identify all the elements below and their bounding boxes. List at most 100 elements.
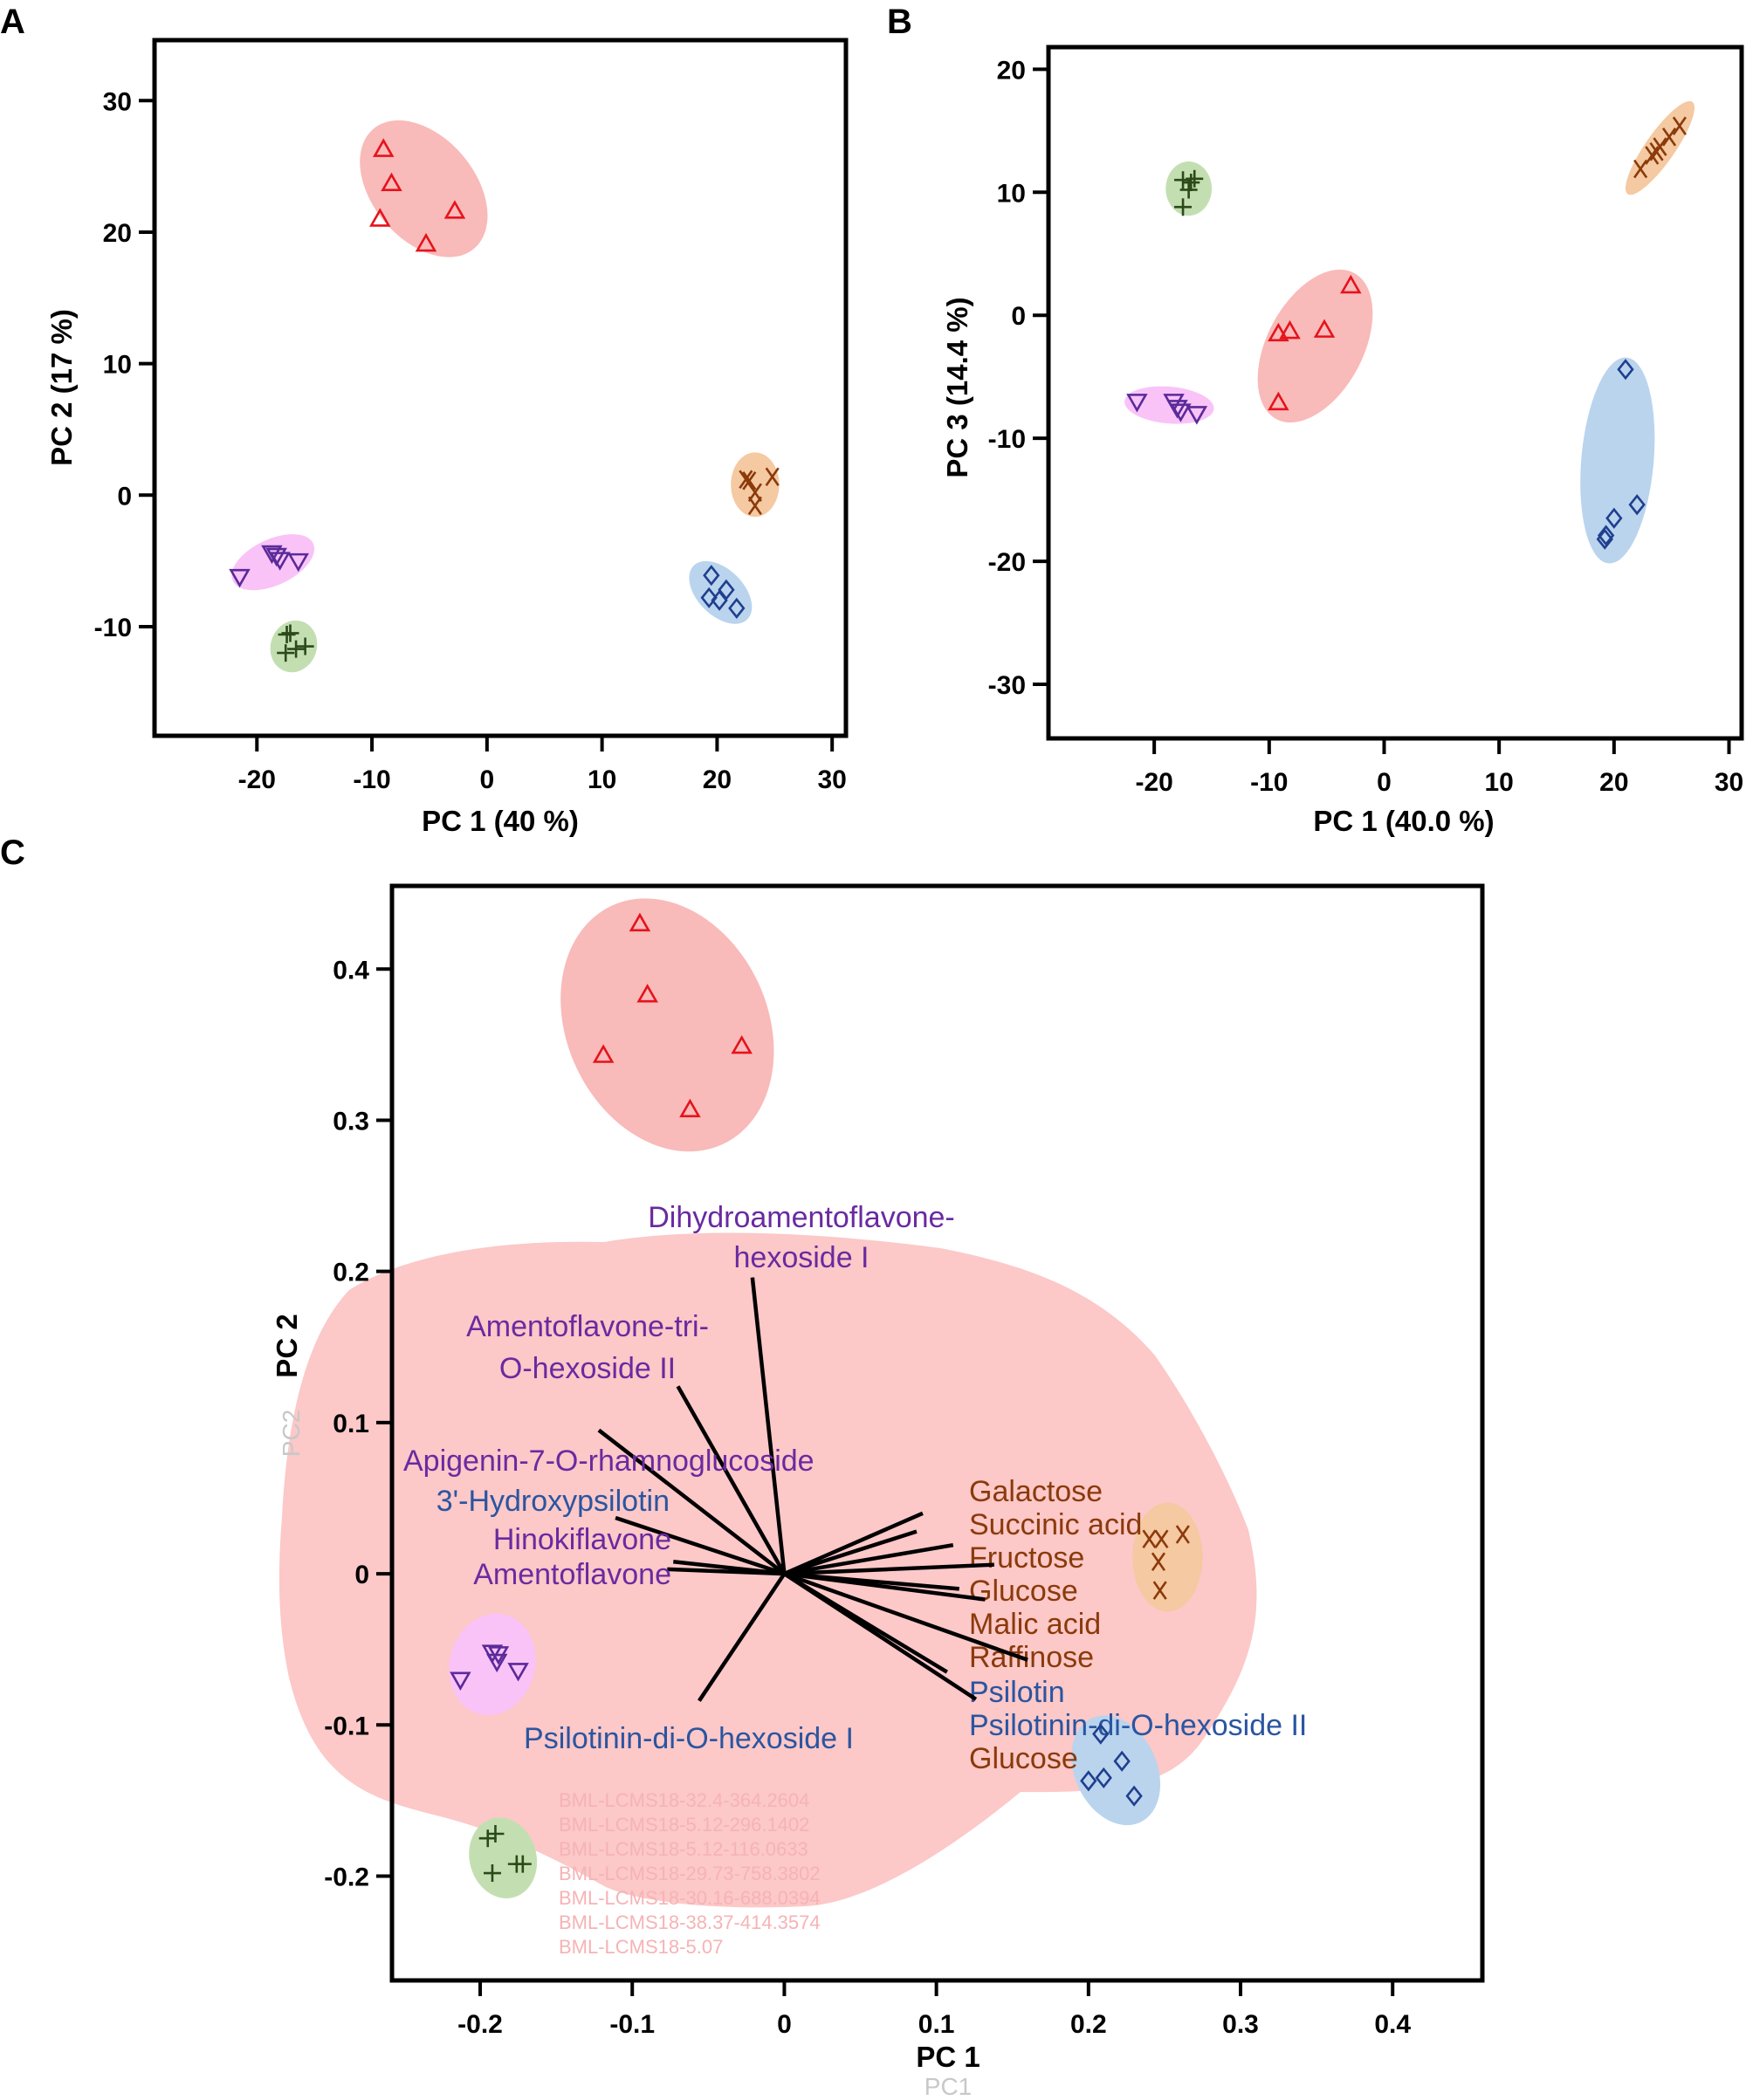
diamond-marker <box>711 589 728 611</box>
triangle-up-marker <box>592 1044 615 1063</box>
x-marker <box>1154 1529 1169 1548</box>
diamond-marker <box>1125 1785 1143 1807</box>
plus-marker <box>277 644 295 662</box>
confidence-ellipse <box>231 534 315 591</box>
plus-marker <box>483 1864 501 1883</box>
x-marker <box>1661 127 1677 147</box>
panel-b-pca-scores: -20 -10 0 10 20 30 -30 -20 -10 0 10 20 PC 1 (40.0 %)… <box>887 3 1744 837</box>
y-tick-label: 0.2 <box>333 1259 369 1287</box>
x-tick-label: 0 <box>1377 768 1392 797</box>
x-tick-label: 0.1 <box>918 2010 955 2039</box>
x-tick-label: 0.3 <box>1222 2010 1259 2039</box>
triangle-down-marker <box>287 552 309 573</box>
diamond-marker <box>1597 525 1615 546</box>
confidence-ellipse <box>1132 1502 1203 1612</box>
plot-frame <box>1046 45 1744 741</box>
y-tick-label: 30 <box>103 87 132 116</box>
confidence-ellipse <box>1257 269 1373 423</box>
loading-label: Psilotin <box>969 1676 1065 1709</box>
x-marker <box>1151 1552 1166 1571</box>
triangle-down-marker <box>450 1671 471 1691</box>
diamond-marker <box>1605 507 1623 529</box>
confidence-ellipse <box>1071 1715 1161 1826</box>
y-tick-label: -20 <box>988 548 1026 577</box>
y-tick-label: 0.3 <box>333 1107 369 1136</box>
x-tick-label: -10 <box>353 765 390 794</box>
triangle-up-marker <box>629 912 651 932</box>
loading-label: Hinokiflavone <box>493 1523 671 1556</box>
x-marker <box>1152 1581 1167 1600</box>
y-tick-label: -30 <box>988 671 1026 700</box>
triangle-up-marker <box>1313 319 1336 338</box>
loading-vector <box>597 1428 786 1575</box>
loading-vector <box>750 1277 787 1575</box>
loading-label: Succinic acid <box>969 1508 1142 1541</box>
loading-label: Malic acid <box>969 1608 1101 1641</box>
plus-marker <box>287 640 306 658</box>
loading-vector <box>783 1529 918 1576</box>
loading-vector <box>784 1562 994 1576</box>
triangle-down-marker <box>485 1653 508 1673</box>
confidence-ellipse <box>1124 386 1214 424</box>
triangle-down-marker <box>481 1644 504 1664</box>
y-axis-label: PC 2 <box>271 1314 303 1377</box>
triangle-up-marker <box>679 1098 701 1118</box>
loading-label: Dihydroamentoflavone- <box>648 1201 955 1234</box>
plus-marker <box>1179 181 1198 199</box>
x-axis-label: PC 1 <box>916 2041 980 2073</box>
diamond-marker <box>1095 1767 1112 1788</box>
feature-label: BML-LCMS18-38.37-414.3574 <box>559 1911 821 1933</box>
x-marker <box>765 467 780 486</box>
triangle-up-marker <box>1279 319 1301 340</box>
y-tick-label: 10 <box>103 351 132 380</box>
plus-marker <box>281 624 299 642</box>
x-tick-label: -10 <box>1250 768 1288 797</box>
x-tick-label: 0 <box>480 765 495 794</box>
y-tick-label: 20 <box>103 219 132 248</box>
loading-vector <box>676 1385 787 1575</box>
plus-marker <box>1186 169 1204 188</box>
confidence-ellipse <box>1580 357 1655 564</box>
triangle-up-marker <box>1268 322 1289 342</box>
loading-vector <box>667 1567 785 1576</box>
loading-label: Psilotinin-di-O-hexoside I <box>524 1722 854 1755</box>
ghost-x-axis-label: PC1 <box>925 2073 972 2100</box>
triangle-up-marker <box>1340 274 1362 294</box>
x-tick-label: 0 <box>777 2010 792 2039</box>
diamond-marker <box>1596 528 1613 550</box>
plus-marker <box>507 1855 526 1873</box>
triangle-down-marker <box>1166 400 1188 419</box>
triangle-down-marker <box>1170 403 1192 422</box>
x-marker <box>1649 142 1664 161</box>
plus-marker <box>1174 171 1193 189</box>
x-tick-label: 0.2 <box>1070 2010 1107 2039</box>
loading-label: Galactose <box>969 1475 1103 1508</box>
diamond-marker <box>1092 1723 1110 1745</box>
plus-marker <box>278 625 296 643</box>
triangle-down-marker <box>507 1663 529 1682</box>
confidence-ellipse <box>360 120 488 257</box>
loading-label: Amentoflavone-tri- <box>466 1310 709 1343</box>
triangle-down-marker <box>1126 394 1148 413</box>
loading-vector <box>615 1515 786 1576</box>
loading-label: Amentoflavone <box>473 1558 671 1591</box>
y-tick-label: -10 <box>988 425 1026 454</box>
y-tick-label: 10 <box>997 179 1026 208</box>
triangle-down-marker <box>229 568 251 588</box>
loading-label: O-hexoside II <box>499 1352 676 1385</box>
feature-label: BML-LCMS18-32.4-364.2604 <box>559 1789 809 1811</box>
y-axis-label: PC 2 (17 %) <box>45 309 78 466</box>
diamond-marker <box>703 565 720 587</box>
plus-marker <box>1174 198 1193 216</box>
triangle-up-marker <box>381 172 402 192</box>
feature-label: BML-LCMS18-5.07 <box>559 1936 723 1958</box>
loading-label: Apigenin-7-O-rhamnoglucoside <box>403 1445 815 1478</box>
y-tick-label: 0 <box>117 482 132 511</box>
panel-label: C <box>0 834 25 872</box>
triangle-up-marker <box>373 138 395 157</box>
diamond-marker <box>1080 1770 1097 1792</box>
x-tick-label: 30 <box>1715 768 1743 797</box>
x-tick-label: -20 <box>238 765 276 794</box>
plus-marker <box>296 637 314 655</box>
triangle-up-marker <box>731 1034 753 1054</box>
